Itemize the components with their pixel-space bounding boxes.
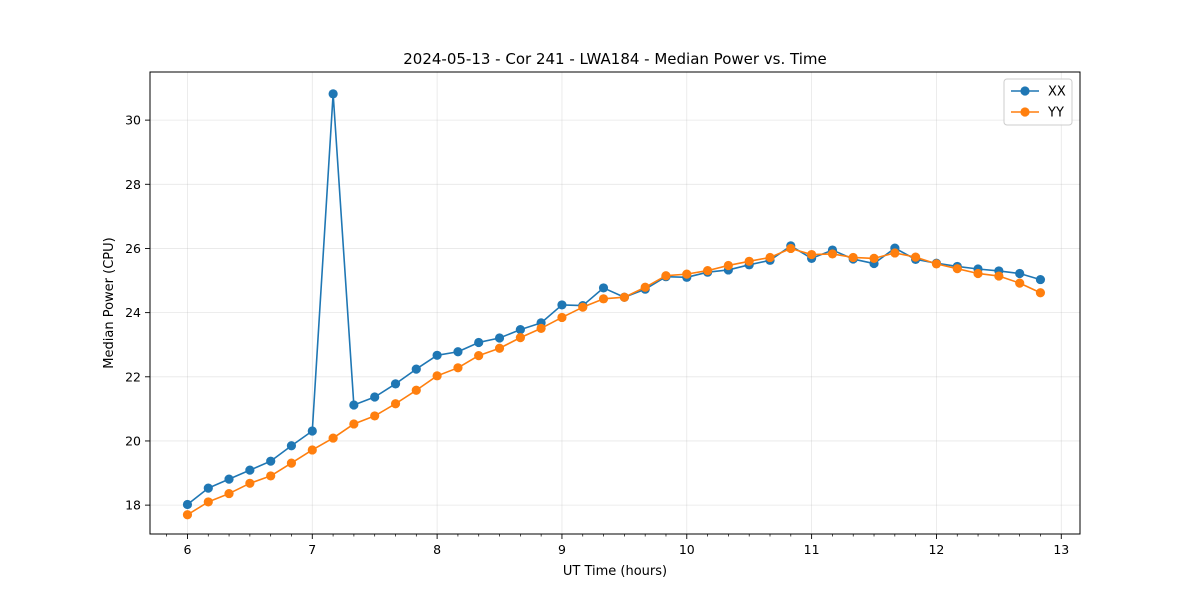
y-tick-label: 30 xyxy=(125,113,141,128)
data-point-xx xyxy=(390,379,401,389)
data-point-yy xyxy=(723,260,733,271)
data-point-yy xyxy=(307,445,317,455)
data-point-yy xyxy=(786,243,796,254)
data-point-yy xyxy=(619,292,629,302)
data-point-yy xyxy=(807,249,817,260)
legend-marker-xx xyxy=(1020,86,1030,96)
data-point-yy xyxy=(557,312,567,323)
x-tick-label: 6 xyxy=(183,542,191,557)
plot-frame xyxy=(149,71,1081,535)
data-point-xx xyxy=(453,347,463,357)
data-point-xx xyxy=(286,441,297,451)
data-point-yy xyxy=(682,269,692,279)
data-point-yy xyxy=(827,249,838,259)
data-point-xx xyxy=(494,333,505,343)
data-point-yy xyxy=(890,248,900,258)
data-point-yy xyxy=(744,256,754,266)
data-point-yy xyxy=(515,333,525,343)
data-point-yy xyxy=(536,323,546,333)
data-point-yy xyxy=(869,253,879,264)
data-point-xx xyxy=(432,350,442,360)
data-point-yy xyxy=(494,343,505,353)
chart-title: 2024-05-13 - Cor 241 - LWA184 - Median P… xyxy=(403,50,827,68)
data-point-yy xyxy=(474,351,484,361)
data-point-xx xyxy=(598,283,609,293)
x-axis-label: UT Time (hours) xyxy=(563,564,667,579)
data-point-yy xyxy=(931,259,942,269)
data-point-xx xyxy=(328,89,338,99)
series-yy xyxy=(182,243,1046,520)
data-point-yy xyxy=(598,294,609,304)
x-tick-label: 8 xyxy=(433,542,441,557)
y-tick-label: 22 xyxy=(125,369,141,384)
data-point-yy xyxy=(703,265,713,276)
x-tick-label: 7 xyxy=(308,542,316,557)
legend: XX YY xyxy=(1003,78,1073,126)
y-tick-label: 18 xyxy=(125,498,141,513)
data-point-yy xyxy=(640,282,650,292)
data-point-yy xyxy=(390,399,401,409)
data-point-xx xyxy=(203,483,213,493)
data-point-yy xyxy=(349,419,359,429)
data-point-xx xyxy=(1035,274,1046,285)
x-tick-label: 9 xyxy=(558,542,566,557)
y-tick-label: 26 xyxy=(125,241,141,256)
x-tick-label: 13 xyxy=(1053,542,1069,557)
data-point-yy xyxy=(910,252,921,262)
x-tick-label: 10 xyxy=(679,542,695,557)
data-point-yy xyxy=(848,252,858,263)
y-tick-label: 24 xyxy=(125,305,141,320)
y-axis-label: Median Power (CPU) xyxy=(102,237,117,368)
data-point-yy xyxy=(453,363,463,373)
data-point-yy xyxy=(286,458,297,468)
grid xyxy=(150,72,1080,534)
data-point-xx xyxy=(557,300,567,310)
data-point-yy xyxy=(224,488,234,499)
data-point-yy xyxy=(578,302,588,312)
y-tick-label: 20 xyxy=(125,433,141,448)
data-point-yy xyxy=(328,433,338,443)
data-point-xx xyxy=(370,392,380,402)
data-point-xx xyxy=(474,337,484,348)
data-point-xx xyxy=(307,426,317,436)
data-point-xx xyxy=(245,465,255,475)
data-point-yy xyxy=(765,252,775,263)
y-tick-label: 28 xyxy=(125,177,141,192)
x-tick-label: 11 xyxy=(804,542,820,557)
data-point-yy xyxy=(203,497,213,507)
data-point-yy xyxy=(994,271,1004,281)
data-point-xx xyxy=(515,325,525,335)
legend-marker-yy xyxy=(1020,107,1030,117)
data-point-xx xyxy=(182,499,193,510)
legend-label-yy: YY xyxy=(1047,106,1064,121)
data-point-xx xyxy=(266,456,276,466)
plot-series xyxy=(182,89,1046,520)
data-point-yy xyxy=(182,510,193,520)
legend-label-xx: XX xyxy=(1048,85,1066,100)
data-point-yy xyxy=(370,411,380,421)
data-point-yy xyxy=(661,271,671,281)
data-point-xx xyxy=(411,364,421,374)
data-point-yy xyxy=(432,371,442,381)
data-point-yy xyxy=(952,264,962,274)
axis-ticks: 6 7 8 9 10 11 12 13 18 20 22 24 26 28 30 xyxy=(125,113,1069,557)
data-point-yy xyxy=(973,268,983,279)
data-point-yy xyxy=(266,471,276,481)
data-point-yy xyxy=(245,478,255,488)
data-point-xx xyxy=(224,474,234,484)
data-point-yy xyxy=(1035,288,1046,298)
data-point-yy xyxy=(1015,278,1025,288)
x-tick-label: 12 xyxy=(928,542,944,557)
data-point-yy xyxy=(411,385,421,395)
data-point-xx xyxy=(349,400,359,410)
data-point-xx xyxy=(1015,268,1025,279)
